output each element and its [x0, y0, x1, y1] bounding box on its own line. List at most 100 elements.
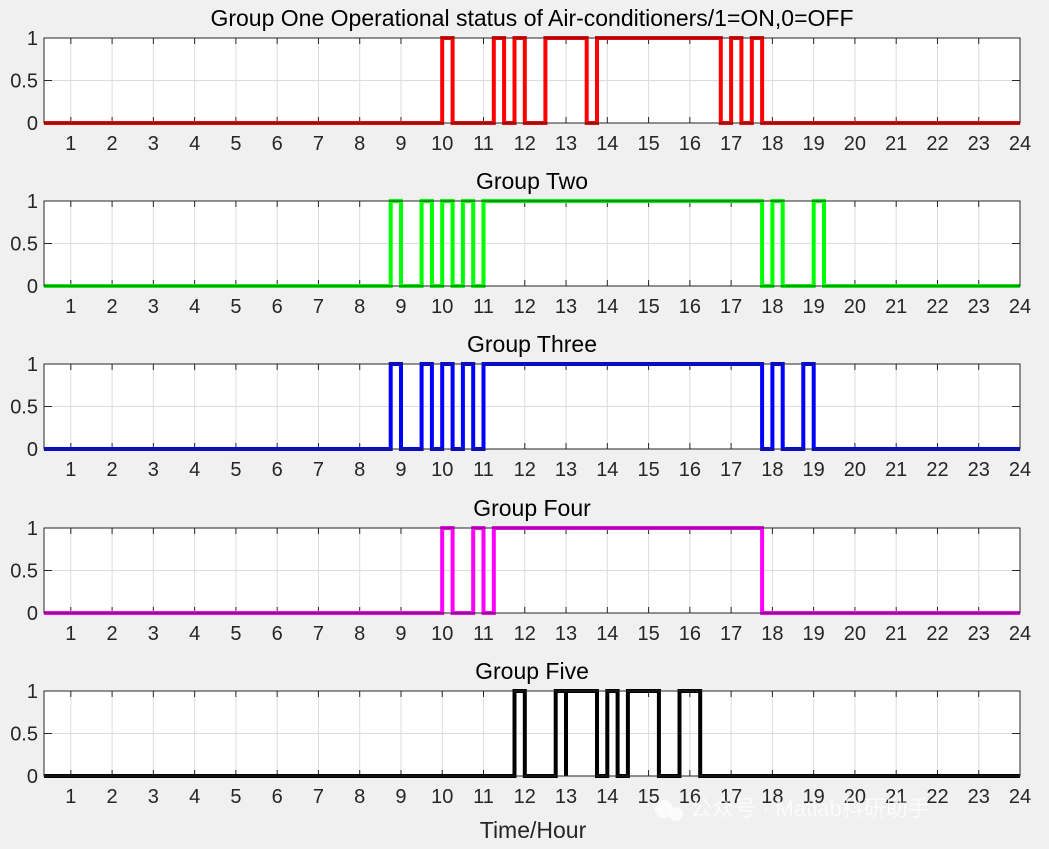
x-tick-label: 9 [395, 623, 406, 645]
x-tick-label: 17 [720, 296, 742, 318]
subplot-title: Group Two [476, 168, 588, 194]
x-tick-label: 13 [555, 296, 577, 318]
x-tick-label: 11 [473, 623, 494, 645]
x-tick-label: 19 [803, 296, 825, 318]
x-tick-label: 12 [514, 133, 536, 155]
x-tick-label: 15 [637, 786, 659, 808]
x-tick-label: 19 [803, 623, 825, 645]
x-tick-label: 13 [555, 133, 577, 155]
y-tick-label: 0 [27, 603, 38, 625]
y-tick-label: 1 [27, 518, 38, 540]
x-tick-label: 23 [968, 459, 990, 481]
x-tick-label: 17 [720, 133, 742, 155]
x-tick-label: 16 [679, 459, 701, 481]
x-tick-label: 16 [679, 623, 701, 645]
axes-box [43, 690, 1021, 777]
x-tick-label: 10 [431, 459, 453, 481]
x-tick-label: 2 [107, 459, 118, 481]
x-tick-label: 21 [885, 296, 907, 318]
x-tick-label: 8 [354, 133, 365, 155]
x-tick-label: 5 [230, 133, 241, 155]
x-tick-label: 9 [395, 459, 406, 481]
x-tick-label: 3 [148, 133, 159, 155]
x-tick-label: 20 [844, 786, 866, 808]
x-tick-label: 9 [395, 786, 406, 808]
x-tick-label: 15 [637, 459, 659, 481]
x-tick-label: 18 [761, 459, 783, 481]
x-tick-label: 23 [968, 623, 990, 645]
x-tick-label: 1 [65, 623, 76, 645]
watermark-text: 公众号 · Matlab科研助手 [690, 796, 930, 821]
x-tick-label: 11 [473, 296, 494, 318]
x-tick-label: 5 [230, 459, 241, 481]
x-tick-label: 5 [230, 296, 241, 318]
x-tick-label: 12 [514, 623, 536, 645]
x-tick-label: 14 [596, 296, 618, 318]
subplot-1: 1 2 3 4 5 6 7 8 9 10 11 12 13 14 15 16 17 18 19 20 21 22 23 240… [10, 5, 1031, 155]
x-tick-label: 6 [272, 623, 283, 645]
x-tick-label: 16 [679, 786, 701, 808]
y-tick-label: 0 [27, 276, 38, 298]
x-tick-label: 12 [514, 786, 536, 808]
x-tick-label: 15 [637, 296, 659, 318]
x-tick-label: 1 [65, 786, 76, 808]
x-tick-label: 20 [844, 296, 866, 318]
x-tick-label: 14 [596, 786, 618, 808]
x-tick-label: 18 [761, 623, 783, 645]
x-tick-label: 18 [761, 133, 783, 155]
x-tick-label: 10 [431, 133, 453, 155]
x-tick-label: 12 [514, 296, 536, 318]
x-tick-label: 15 [637, 133, 659, 155]
axes-box [43, 527, 1021, 614]
x-tick-label: 12 [514, 459, 536, 481]
x-tick-label: 9 [395, 133, 406, 155]
x-tick-label: 24 [1009, 133, 1031, 155]
y-tick-label: 1 [27, 354, 38, 376]
x-tick-label: 8 [354, 623, 365, 645]
y-tick-label: 0 [27, 439, 38, 461]
x-tick-label: 6 [272, 786, 283, 808]
x-tick-label: 22 [926, 296, 948, 318]
x-tick-label: 17 [720, 786, 742, 808]
x-tick-label: 21 [885, 133, 907, 155]
x-tick-label: 19 [803, 133, 825, 155]
x-tick-label: 16 [679, 296, 701, 318]
x-tick-label: 20 [844, 459, 866, 481]
x-tick-label: 8 [354, 786, 365, 808]
wechat-logo-icon-small [669, 807, 683, 821]
x-tick-label: 3 [148, 786, 159, 808]
watermark: 公众号 · Matlab科研助手 [655, 796, 930, 821]
x-tick-label: 24 [1009, 786, 1031, 808]
y-tick-label: 0.5 [10, 234, 38, 256]
x-tick-label: 22 [926, 623, 948, 645]
x-tick-label: 5 [230, 786, 241, 808]
x-tick-label: 4 [189, 786, 200, 808]
x-tick-label: 14 [596, 133, 618, 155]
subplot-title: Group One Operational status of Air-cond… [210, 5, 853, 31]
x-tick-label: 18 [761, 296, 783, 318]
x-tick-label: 7 [313, 786, 324, 808]
x-tick-label: 18 [761, 786, 783, 808]
x-tick-label: 11 [473, 459, 494, 481]
x-tick-label: 7 [313, 459, 324, 481]
x-tick-label: 9 [395, 296, 406, 318]
x-tick-label: 21 [885, 786, 907, 808]
x-tick-label: 13 [555, 623, 577, 645]
x-tick-label: 6 [272, 296, 283, 318]
x-tick-label: 7 [313, 133, 324, 155]
x-tick-label: 21 [885, 623, 907, 645]
x-tick-label: 21 [885, 459, 907, 481]
x-tick-label: 7 [313, 296, 324, 318]
x-tick-label: 20 [844, 133, 866, 155]
y-tick-label: 0.5 [10, 561, 38, 583]
x-tick-label: 17 [720, 459, 742, 481]
x-tick-label: 3 [148, 623, 159, 645]
y-tick-label: 1 [27, 681, 38, 703]
y-tick-label: 0 [27, 766, 38, 788]
x-tick-label: 10 [431, 296, 453, 318]
x-tick-label: 13 [555, 786, 577, 808]
y-tick-label: 0.5 [10, 397, 38, 419]
x-tick-label: 8 [354, 459, 365, 481]
y-tick-label: 0.5 [10, 71, 38, 93]
x-tick-label: 7 [313, 623, 324, 645]
